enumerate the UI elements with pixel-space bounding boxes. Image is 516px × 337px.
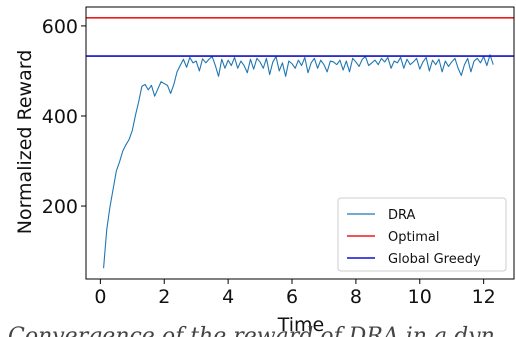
plot-frame bbox=[85, 6, 515, 280]
x-tick-label: 0 bbox=[94, 286, 106, 308]
y-tick-label: 600 bbox=[42, 16, 78, 38]
series-line-0 bbox=[103, 54, 494, 269]
series-layer bbox=[86, 17, 514, 269]
ticks-layer: 0 2 4 6 8 10 12 200 400 600 bbox=[42, 16, 496, 308]
x-axis-label: Time bbox=[277, 314, 325, 336]
y-tick-label: 200 bbox=[42, 196, 78, 218]
x-tick-label: 10 bbox=[408, 286, 432, 308]
legend: DRA Optimal Global Greedy bbox=[337, 197, 507, 272]
x-tick-label: 8 bbox=[350, 286, 362, 308]
y-tick-label: 400 bbox=[42, 106, 78, 128]
x-tick-label: 12 bbox=[472, 286, 496, 308]
legend-box bbox=[337, 197, 507, 272]
y-axis-label: Normalized Reward bbox=[14, 50, 36, 235]
x-tick-label: 4 bbox=[222, 286, 234, 308]
x-tick-label: 6 bbox=[286, 286, 298, 308]
x-tick-label: 2 bbox=[158, 286, 170, 308]
legend-label-2: Global Greedy bbox=[388, 252, 481, 267]
legend-label-1: Optimal bbox=[388, 230, 439, 245]
legend-label-0: DRA bbox=[388, 208, 416, 223]
